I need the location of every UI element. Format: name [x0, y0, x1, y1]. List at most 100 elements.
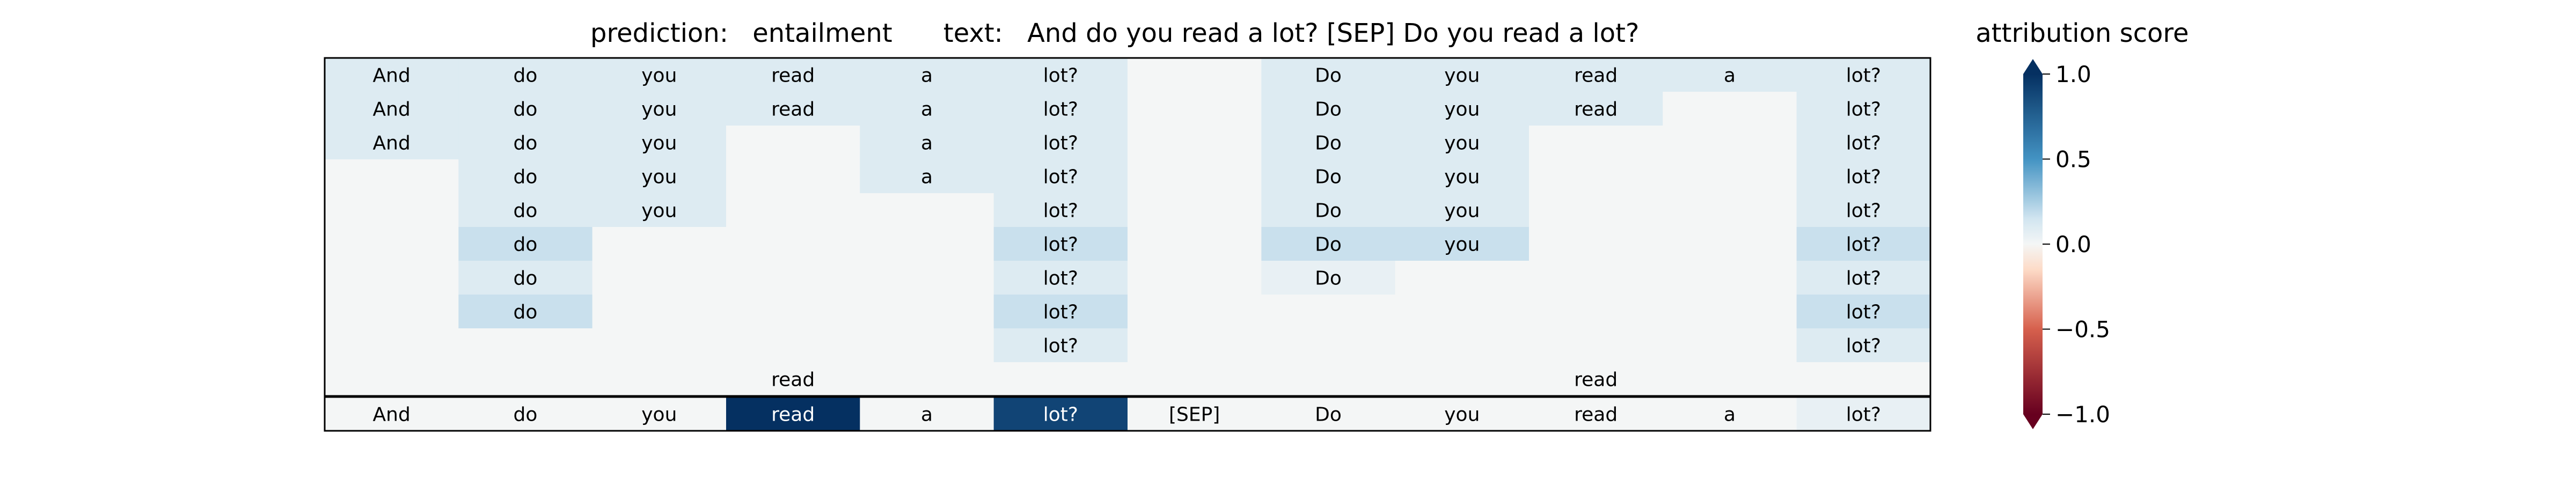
- summary-token-label: a: [921, 404, 933, 426]
- token-label: do: [514, 200, 538, 222]
- token-label: read: [1574, 65, 1618, 87]
- token-label: you: [641, 200, 677, 222]
- heatmap-cell: [1663, 227, 1797, 261]
- heatmap-cell: [325, 227, 459, 261]
- token-label: lot?: [1846, 234, 1881, 256]
- heatmap-cell: [592, 397, 727, 431]
- token-label: lot?: [1043, 234, 1078, 256]
- heatmap-cell: [1796, 193, 1931, 227]
- heatmap-cell: [726, 295, 860, 328]
- heatmap-cell: [1395, 295, 1529, 328]
- heatmap-cell: [1529, 193, 1663, 227]
- heatmap-cell: [1395, 58, 1529, 92]
- heatmap-cell: [1128, 227, 1262, 261]
- token-label: And: [373, 133, 411, 155]
- token-label: lot?: [1043, 65, 1078, 87]
- token-label: do: [514, 99, 538, 121]
- heatmap-cell: [1395, 397, 1529, 431]
- summary-token-label: Do: [1315, 404, 1342, 426]
- token-label: you: [1444, 234, 1480, 256]
- heatmap-cell: [993, 328, 1128, 362]
- token-label: lot?: [1846, 166, 1881, 188]
- heatmap-cell: [325, 58, 459, 92]
- heatmap-cell: [592, 58, 727, 92]
- heatmap-cell: [1395, 92, 1529, 126]
- heatmap-cell: [1796, 159, 1931, 193]
- heatmap-cell: [1529, 159, 1663, 193]
- heatmap-cell: [325, 295, 459, 328]
- heatmap-cell: [860, 58, 994, 92]
- token-label: do: [514, 65, 538, 87]
- token-label: lot?: [1043, 99, 1078, 121]
- heatmap-cell: [860, 126, 994, 159]
- heatmap-cell: [1395, 362, 1529, 396]
- heatmap-cell: [458, 261, 593, 295]
- heatmap-cell: [860, 227, 994, 261]
- heatmap-cell: [1529, 227, 1663, 261]
- heatmap-cell: [1395, 159, 1529, 193]
- token-label: do: [514, 302, 538, 324]
- heatmap-cell: [1663, 397, 1797, 431]
- summary-token-label: read: [771, 404, 815, 426]
- heatmap-cell: [726, 193, 860, 227]
- heatmap-cell: [1796, 126, 1931, 159]
- heatmap-cell: [1128, 328, 1262, 362]
- colorbar-tick-label: −0.5: [2055, 317, 2110, 343]
- heatmap-cell: [1128, 193, 1262, 227]
- heatmap-cell: [726, 227, 860, 261]
- heatmap-cell: [726, 397, 860, 431]
- heatmap-cell: [1529, 397, 1663, 431]
- heatmap-cell: [1796, 397, 1931, 431]
- heatmap-cell: [1663, 159, 1797, 193]
- token-label: lot?: [1043, 200, 1078, 222]
- token-label: lot?: [1846, 302, 1881, 324]
- token-label: lot?: [1043, 166, 1078, 188]
- heatmap-cell: [1261, 227, 1396, 261]
- heatmap-cell: [993, 92, 1128, 126]
- heatmap-border: [324, 57, 1931, 432]
- heatmap-cell: [1529, 92, 1663, 126]
- heatmap-cell: [1395, 126, 1529, 159]
- heatmap-cell: [1261, 193, 1396, 227]
- heatmap-cell: [592, 295, 727, 328]
- heatmap-cell: [458, 126, 593, 159]
- heatmap-cell: [325, 328, 459, 362]
- heatmap-cell: [1261, 159, 1396, 193]
- heatmap-cell: [993, 126, 1128, 159]
- token-label: read: [1574, 99, 1618, 121]
- heatmap-cell: [1663, 193, 1797, 227]
- heatmap-cell: [1663, 92, 1797, 126]
- heatmap-cell: [1529, 362, 1663, 396]
- heatmap-cell: [726, 328, 860, 362]
- heatmap-cell: [1529, 261, 1663, 295]
- heatmap-cell: [1395, 227, 1529, 261]
- token-label: lot?: [1846, 133, 1881, 155]
- colorbar-tick-label: 0.0: [2055, 231, 2091, 258]
- heatmap-cell: [1796, 92, 1931, 126]
- heatmap-cell: [1128, 92, 1262, 126]
- token-label: you: [1444, 200, 1480, 222]
- token-label: you: [1444, 65, 1480, 87]
- summary-token-label: do: [514, 404, 538, 426]
- heatmap-cell: [458, 92, 593, 126]
- heatmap-cell: [860, 92, 994, 126]
- heatmap-cell: [1796, 362, 1931, 396]
- heatmap-cell: [1663, 328, 1797, 362]
- heatmap-cell: [1395, 328, 1529, 362]
- colorbar-extend-min: [2023, 414, 2043, 429]
- heatmap-cell: [325, 126, 459, 159]
- heatmap-cell: [325, 92, 459, 126]
- heatmap-cell: [1128, 295, 1262, 328]
- heatmap-cell: [726, 159, 860, 193]
- colorbar-gradient: [2023, 74, 2043, 414]
- token-label: Do: [1315, 234, 1342, 256]
- summary-token-label: lot?: [1043, 404, 1078, 426]
- heatmap-cell: [1128, 362, 1262, 396]
- heatmap-cell: [993, 227, 1128, 261]
- token-label: read: [771, 65, 815, 87]
- token-label: read: [771, 369, 815, 391]
- heatmap-cell: [993, 193, 1128, 227]
- heatmap-cell: [1796, 295, 1931, 328]
- heatmap-cell: [1395, 261, 1529, 295]
- heatmap-cell: [860, 295, 994, 328]
